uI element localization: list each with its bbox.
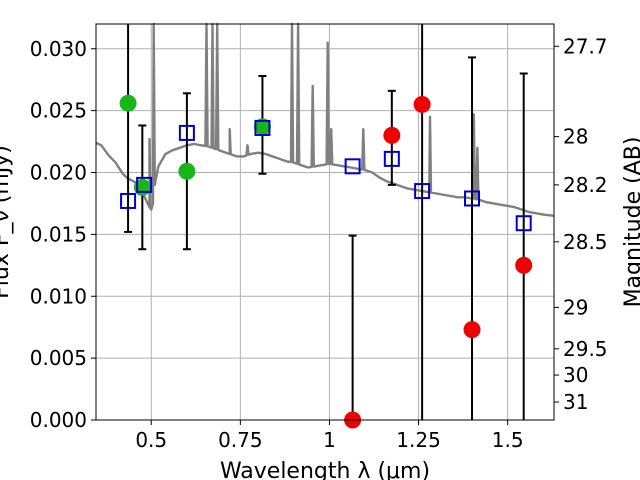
x-tick-label: 1.5 <box>492 428 524 452</box>
y-tick-label: 0.015 <box>30 222 87 246</box>
spectrum-layer <box>95 22 555 217</box>
y2-tick-label: 30 <box>563 363 588 387</box>
x-tick-label: 0.5 <box>135 428 167 452</box>
y2-tick-label: 29 <box>563 295 588 319</box>
y2-tick-label: 28.2 <box>563 173 608 197</box>
x-tick-label: 0.75 <box>218 428 263 452</box>
y-tick-label: 0.005 <box>30 346 87 370</box>
y-tick-label: 0.010 <box>30 284 87 308</box>
model-point <box>383 150 400 167</box>
y-tick-label: 0.030 <box>30 37 87 61</box>
model-point <box>178 124 195 141</box>
plot-frame <box>95 23 555 421</box>
y-axis-label: Flux F_ν (mJy) <box>0 145 14 299</box>
grid <box>96 24 554 421</box>
x-tick-label: 1.25 <box>396 428 441 452</box>
green-point <box>253 118 271 136</box>
green-point <box>178 162 196 180</box>
ticks: 0.5 0.75 1 1.25 1.5 0.000 0.005 0.010 0.015 0.020… <box>30 34 608 452</box>
model-point <box>515 215 532 232</box>
data-points <box>119 94 533 429</box>
red-point <box>383 126 401 144</box>
y-tick-label: 0.000 <box>30 408 87 432</box>
x-tick-label: 1 <box>323 428 336 452</box>
y2-axis-label: Magnitude (AB) <box>621 137 640 308</box>
red-point <box>515 256 533 274</box>
red-point <box>463 321 481 339</box>
x-axis-label: Wavelength λ (μm) <box>220 459 430 480</box>
y2-tick-label: 29.5 <box>563 337 608 361</box>
y2-tick-label: 28 <box>563 125 588 149</box>
model-point <box>414 183 431 200</box>
y-tick-label: 0.020 <box>30 161 87 185</box>
y2-tick-label: 28.5 <box>563 230 608 254</box>
green-point <box>119 94 137 112</box>
y2-tick-label: 27.7 <box>563 34 608 58</box>
model-point <box>120 192 137 209</box>
spectrum-line <box>95 22 555 217</box>
error-bars <box>124 24 528 420</box>
model-point <box>254 119 271 136</box>
model-point <box>344 158 361 175</box>
red-point <box>413 95 431 113</box>
y-tick-label: 0.025 <box>30 99 87 123</box>
model-point <box>136 176 153 193</box>
model-point <box>464 190 481 207</box>
y2-tick-label: 31 <box>563 390 588 414</box>
